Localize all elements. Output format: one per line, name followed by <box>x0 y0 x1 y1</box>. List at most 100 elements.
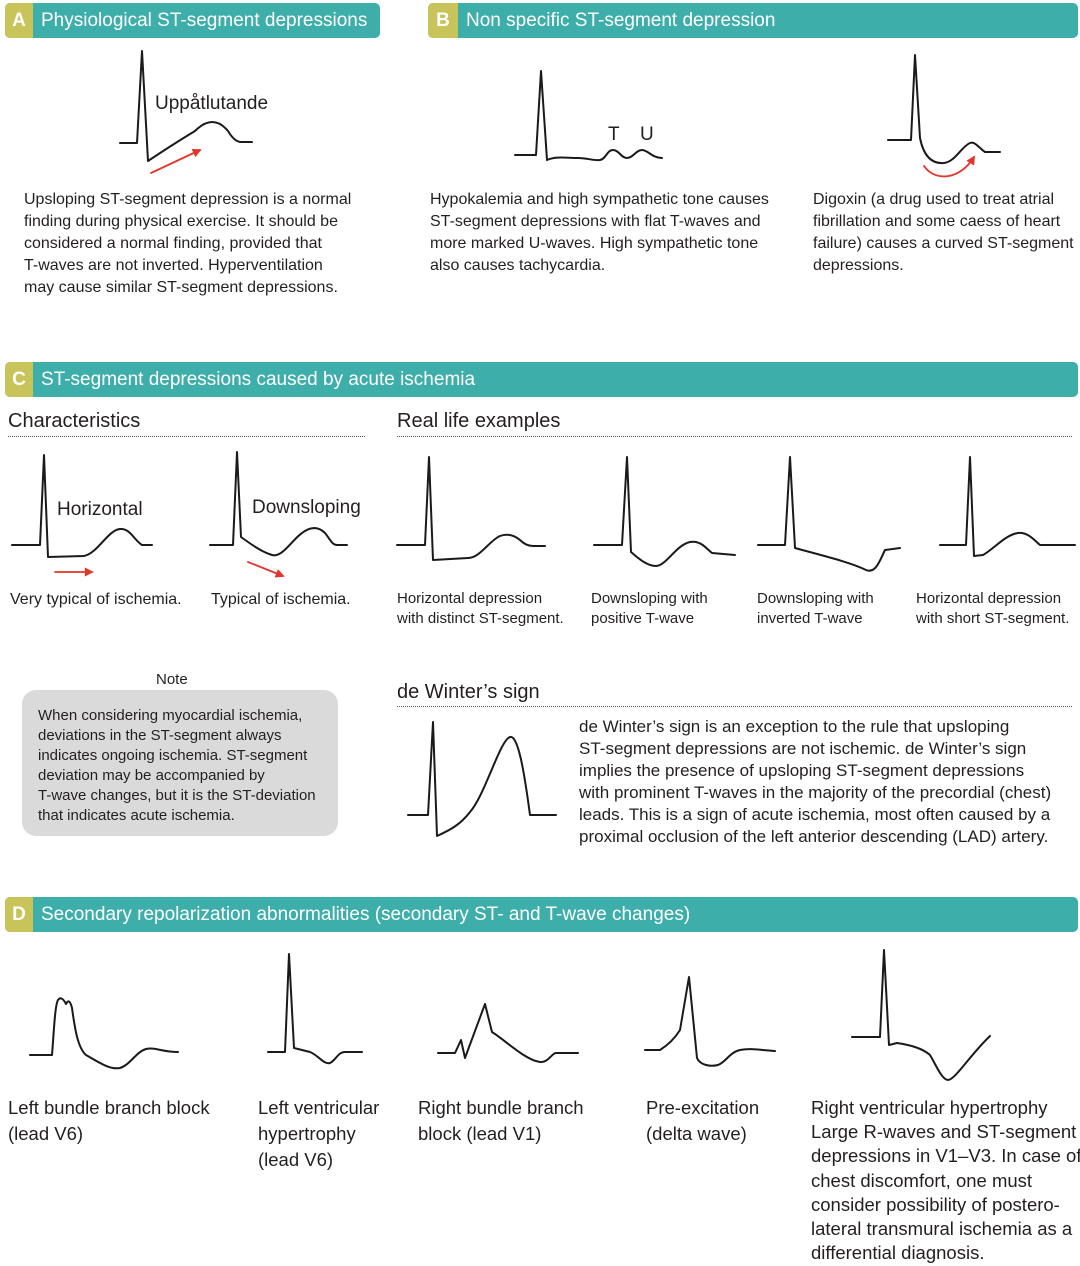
ecg-trace-lvh <box>267 953 363 1065</box>
note-line: T-wave changes, but it is the ST-deviati… <box>38 787 316 804</box>
section-a-letter: A <box>5 3 33 38</box>
horizontal-label: Horizontal <box>57 499 143 520</box>
red-curved-arrow-digoxin <box>923 155 975 178</box>
caption-line: chest discomfort, one must <box>811 1169 1033 1191</box>
ecg-trace-de-winter <box>407 721 557 837</box>
section-b-letter: B <box>428 3 458 38</box>
caption-line: with distinct ST-segment. <box>397 610 564 627</box>
ecg-trace-real-life-downsloping-inverted-t <box>757 456 901 572</box>
real-life-examples-heading: Real life examples <box>397 410 561 432</box>
caption-line: Left bundle branch block <box>8 1097 210 1118</box>
downsloping-label: Downsloping <box>252 497 361 518</box>
t-wave-label: T <box>608 124 620 145</box>
section-c-letter: C <box>5 362 33 397</box>
section-a-description: Upsloping ST-segment depression is a nor… <box>24 189 351 299</box>
caption-line: Left ventricular <box>258 1097 380 1118</box>
description-line: fibrillation and some caess of heart <box>813 213 1061 230</box>
section-d-title: Secondary repolarization abnormalities (… <box>41 904 691 925</box>
section-c-header: C ST-segment depressions caused by acute… <box>5 362 1078 397</box>
description-line: Digoxin (a drug used to treat atrial <box>813 191 1055 208</box>
rbbb-caption: Right bundle branch block (lead V1) <box>418 1095 584 1147</box>
section-c-title: ST-segment depressions caused by acute i… <box>41 369 476 390</box>
horizontal-caption: Very typical of ischemia. <box>10 591 182 608</box>
caption-line: Downsloping with <box>591 590 708 607</box>
description-line: ST-segment depressions with flat T-waves… <box>430 213 761 230</box>
caption-line: depressions in V1–V3. In case of <box>811 1145 1080 1167</box>
lvh-caption: Left ventricular hypertrophy (lead V6) <box>258 1095 379 1173</box>
downsloping-caption: Typical of ischemia. <box>211 591 351 608</box>
characteristics-heading: Characteristics <box>8 410 141 432</box>
description-line: considered a normal finding, provided th… <box>24 235 322 252</box>
section-b-title: Non specific ST-segment depression <box>466 10 776 31</box>
caption-line: lateral transmural ischemia as a <box>811 1218 1073 1240</box>
section-a-header: A Physiological ST-segment depressions <box>5 3 380 38</box>
caption-line: differential diagnosis. <box>811 1242 985 1264</box>
description-line: ST-segment depressions are not ischemic.… <box>579 739 1027 758</box>
description-line: also causes tachycardia. <box>430 257 606 274</box>
description-line: more marked U-waves. High sympathetic to… <box>430 235 759 252</box>
caption-line: hypertrophy <box>258 1123 356 1144</box>
description-line: T-waves are not inverted. Hyperventilati… <box>24 257 323 274</box>
description-line: failure) causes a curved ST-segment <box>813 235 1074 252</box>
section-d-letter: D <box>5 897 33 932</box>
upsloping-label: Uppåtlutande <box>155 93 269 114</box>
caption-line: (lead V6) <box>8 1123 84 1144</box>
de-winter-heading: de Winter’s sign <box>397 681 540 703</box>
description-line: depressions. <box>813 257 904 274</box>
characteristics-divider <box>8 436 365 437</box>
caption-line: Large R-waves and ST-segment <box>811 1121 1077 1143</box>
real-life-caption: Horizontal depression with short ST-segm… <box>916 589 1069 629</box>
red-arrow-upslope <box>150 148 202 174</box>
note-line: indicates ongoing ischemia. ST-segment <box>38 747 308 764</box>
caption-line: with short ST-segment. <box>916 610 1070 627</box>
section-b-header: B Non specific ST-segment depression <box>428 3 1078 38</box>
caption-line: consider possibility of postero- <box>811 1193 1060 1215</box>
note-label: Note <box>156 671 188 688</box>
caption-line: inverted T-wave <box>757 610 863 627</box>
description-line: de Winter’s sign is an exception to the … <box>579 717 1010 736</box>
caption-line: Right bundle branch <box>418 1097 584 1118</box>
description-line: finding during physical exercise. It sho… <box>24 213 338 230</box>
description-line: may cause similar ST-segment depressions… <box>24 279 338 296</box>
pre-excitation-caption: Pre-excitation (delta wave) <box>646 1095 759 1147</box>
ecg-trace-hypokalemia <box>514 70 663 162</box>
description-line: Hypokalemia and high sympathetic tone ca… <box>430 191 769 208</box>
description-line: leads. This is a sign of acute ischemia,… <box>579 805 1051 824</box>
ecg-trace-real-life-horizontal-short <box>939 456 1076 557</box>
caption-line: block (lead V1) <box>418 1123 542 1144</box>
real-life-caption: Downsloping with inverted T-wave <box>757 589 874 629</box>
caption-line: Right ventricular hypertrophy <box>811 1097 1048 1118</box>
real-life-caption: Downsloping with positive T-wave <box>591 589 708 629</box>
section-d-header: D Secondary repolarization abnormalities… <box>5 897 1078 932</box>
description-line: proximal occlusion of the left anterior … <box>579 827 1049 846</box>
note-box: When considering myocardial ischemia, de… <box>22 690 338 836</box>
caption-line: (lead V6) <box>258 1149 334 1170</box>
ecg-trace-rvh <box>851 949 991 1081</box>
caption-line: Horizontal depression <box>916 590 1062 607</box>
caption-line: Pre-excitation <box>646 1097 760 1118</box>
caption-line: positive T-wave <box>591 610 695 627</box>
ecg-trace-digoxin <box>887 54 1001 165</box>
de-winter-divider <box>397 706 1072 707</box>
hypokalemia-description: Hypokalemia and high sympathetic tone ca… <box>430 189 769 277</box>
note-line: When considering myocardial ischemia, <box>38 707 303 724</box>
caption-line: Downsloping with <box>757 590 874 607</box>
ecg-trace-lbbb <box>29 997 179 1070</box>
description-line: Upsloping ST-segment depression is a nor… <box>24 191 352 208</box>
ecg-trace-real-life-horizontal-distinct <box>396 456 546 561</box>
lbbb-caption: Left bundle branch block (lead V6) <box>8 1095 210 1147</box>
description-line: implies the presence of upsloping ST-seg… <box>579 761 1025 780</box>
description-line: with prominent T-waves in the majority o… <box>579 783 1052 802</box>
caption-line: Horizontal depression <box>397 590 543 607</box>
note-line: that indicates acute ischemia. <box>38 807 235 824</box>
section-a-title: Physiological ST-segment depressions <box>41 10 368 31</box>
caption-line: (delta wave) <box>646 1123 747 1144</box>
note-line: deviations in the ST-segment always <box>38 727 282 744</box>
ecg-trace-real-life-downsloping-positive-t <box>593 456 736 567</box>
ecg-trace-rbbb <box>437 1003 579 1064</box>
ecg-trace-pre-excitation <box>644 976 776 1067</box>
rvh-caption: Right ventricular hypertrophy Large R-wa… <box>811 1096 1080 1265</box>
digoxin-description: Digoxin (a drug used to treat atrial fib… <box>813 189 1074 277</box>
real-life-examples-divider <box>397 436 1072 437</box>
real-life-caption: Horizontal depression with distinct ST-s… <box>397 589 564 629</box>
